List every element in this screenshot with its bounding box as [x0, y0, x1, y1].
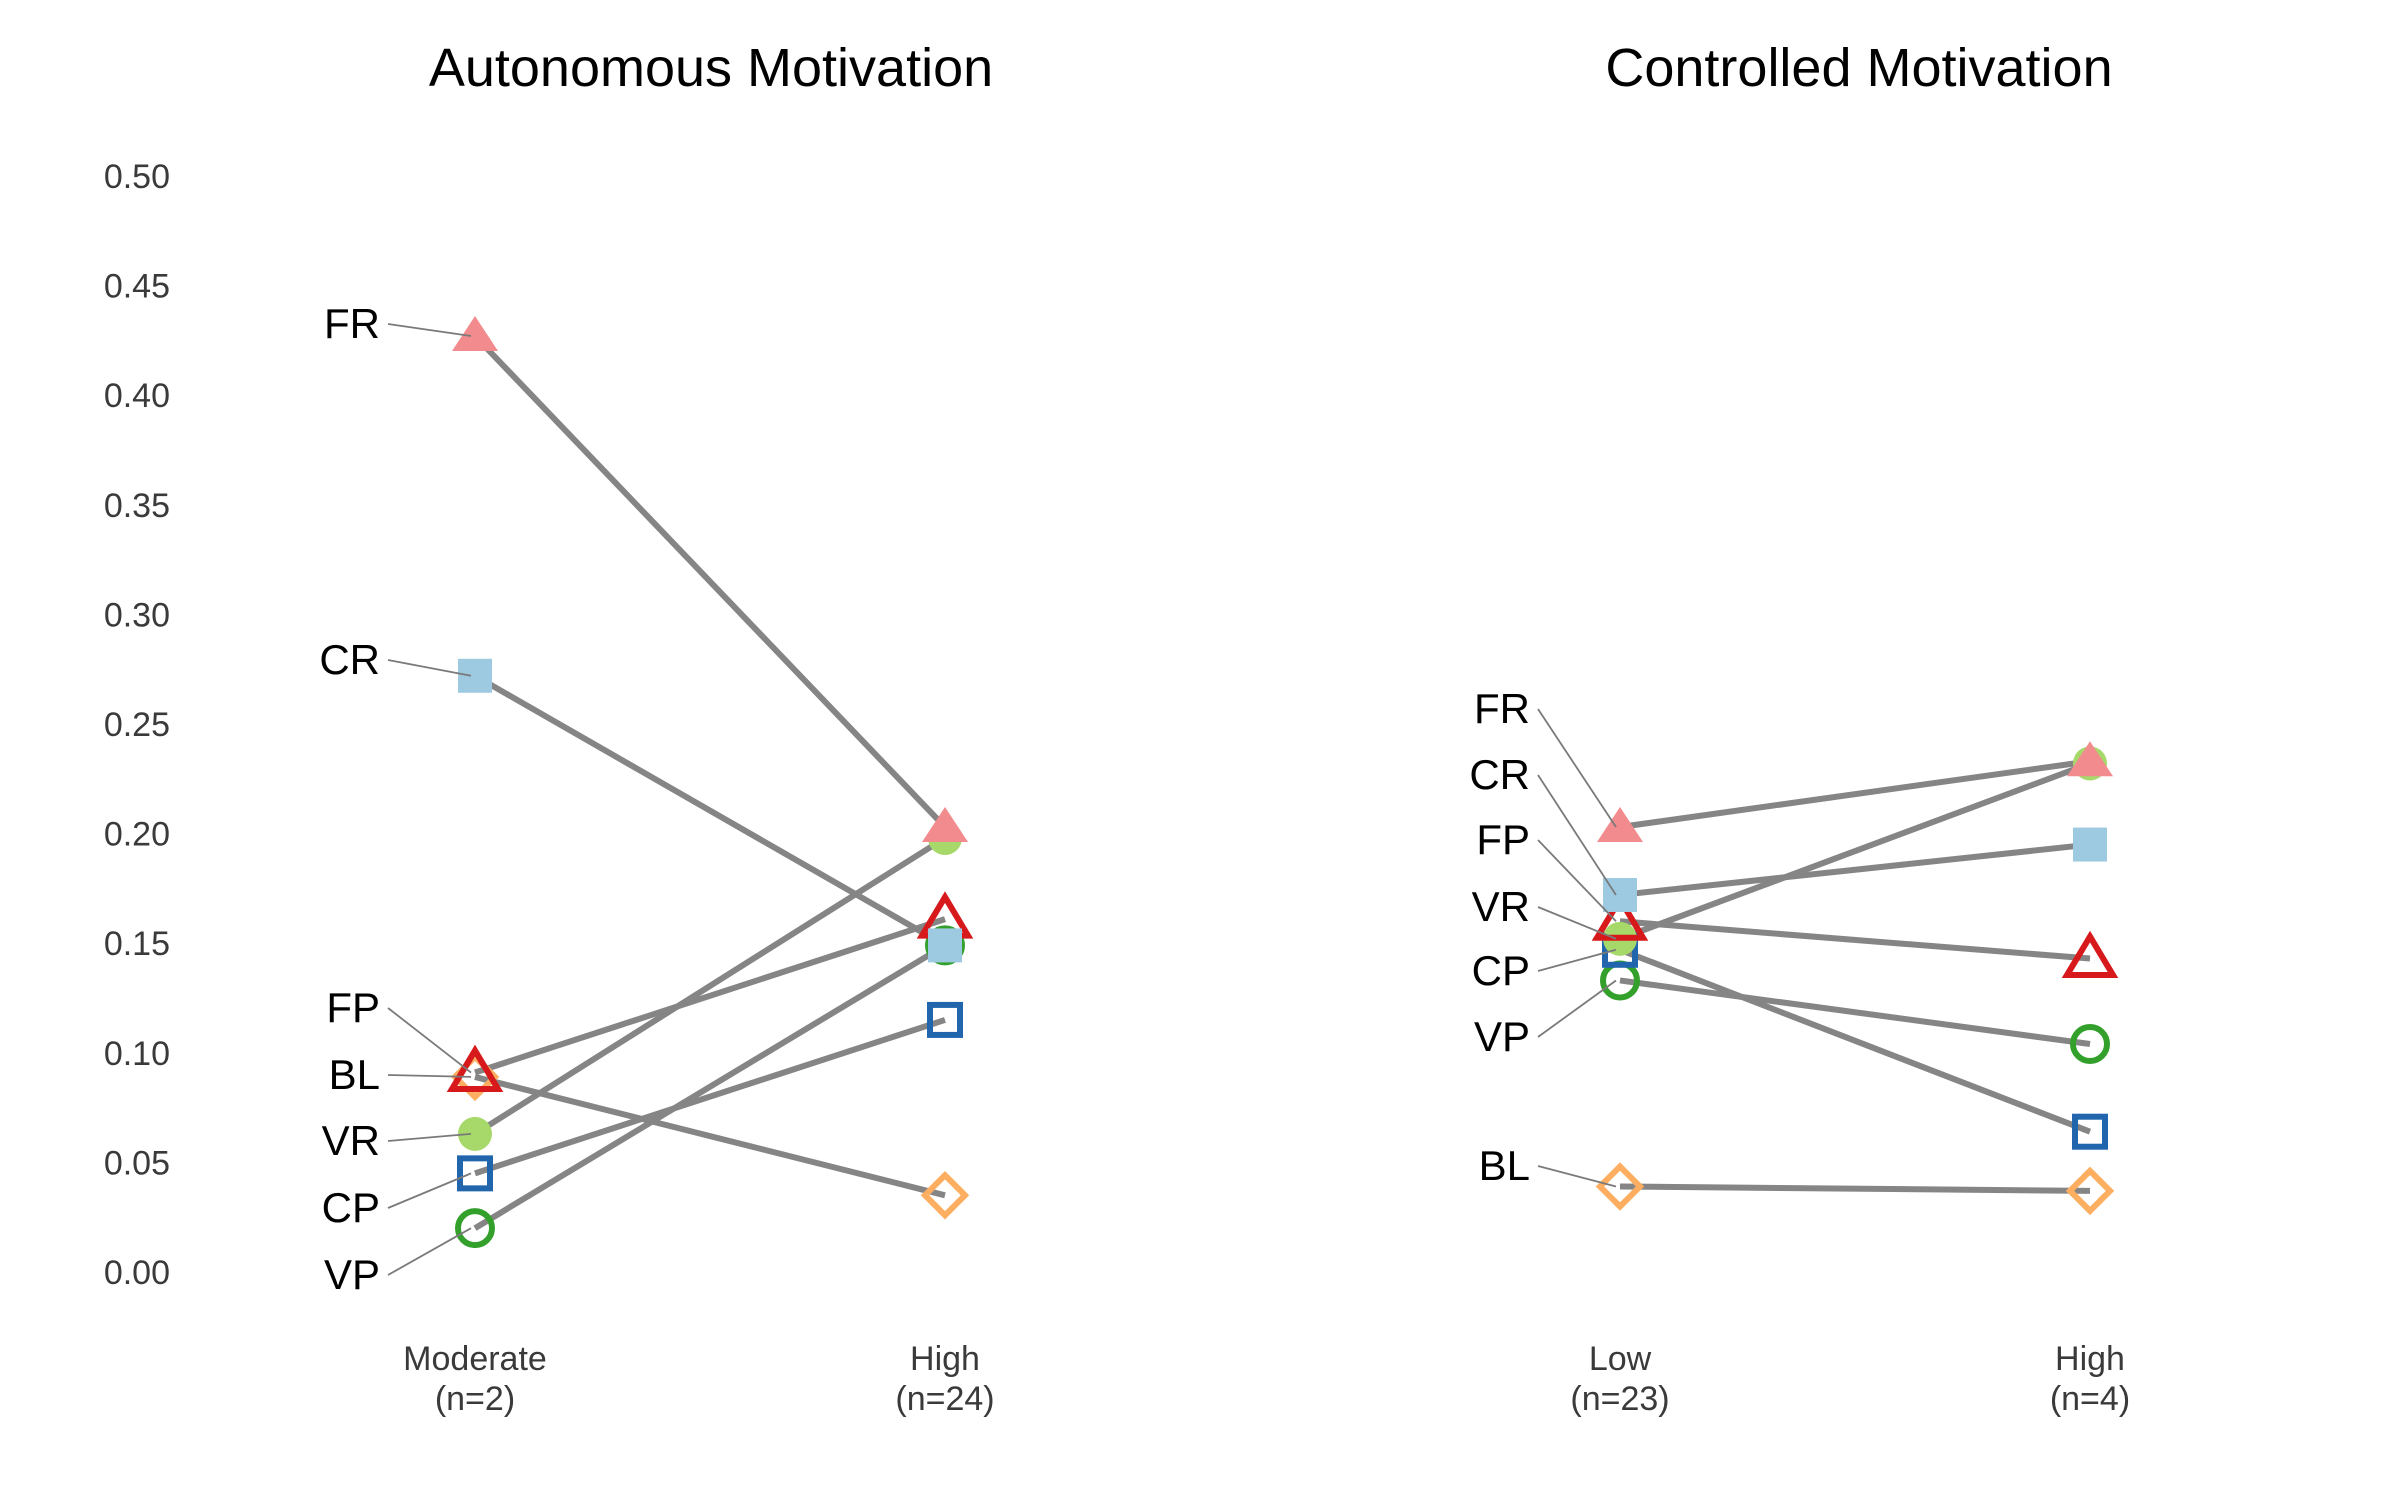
- point-cr-2: [928, 928, 962, 963]
- point-cr-1: [458, 658, 492, 693]
- panel-title: Autonomous Motivation: [429, 38, 993, 98]
- series-line-vr: [473, 835, 947, 1137]
- label-leader-cr: [387, 659, 472, 677]
- point-bl-2: [920, 1171, 970, 1220]
- label-leader-cp: [387, 1172, 472, 1209]
- label-leader-vr: [387, 1133, 472, 1142]
- panel-2: Controlled Motivation Low (n=23) High (n=4) F…: [1469, 38, 2130, 1418]
- series-line-fr: [472, 333, 948, 830]
- y-tick-label: 0.05: [104, 1144, 170, 1182]
- series-line-vp: [473, 942, 947, 1231]
- point-bl-2: [2065, 1166, 2115, 1216]
- series-markers: [446, 316, 974, 1249]
- point-cp-1: [457, 1155, 493, 1192]
- series-label-bl: BL: [329, 1051, 380, 1098]
- label-leader-fp: [1537, 839, 1617, 922]
- y-tick-label: 0.40: [104, 377, 170, 415]
- series-line-fp: [1619, 918, 2091, 962]
- y-tick-label: 0.00: [104, 1254, 170, 1292]
- label-leader-cp: [1537, 948, 1617, 972]
- series-label-cr: CR: [319, 636, 380, 683]
- series-line-cr: [473, 673, 947, 948]
- label-leader-cr: [1537, 774, 1617, 896]
- series-markers: [1591, 741, 2119, 1216]
- label-leader-vp: [1537, 979, 1617, 1038]
- series-labels: FR CR FP VR CP VP BL: [1469, 685, 1617, 1189]
- x-tick-label: Low (n=23): [1570, 1340, 1669, 1418]
- series-labels: FR CR FP BL VR CP VP: [319, 300, 472, 1298]
- point-fp-2: [2061, 930, 2119, 979]
- series-label-fp: FP: [1476, 816, 1530, 863]
- series-label-cp: CP: [322, 1184, 380, 1231]
- series-label-bl: BL: [1479, 1142, 1530, 1189]
- series-line-cr: [1619, 841, 2091, 898]
- point-vr-1: [458, 1116, 492, 1151]
- y-tick-label: 0.10: [104, 1035, 170, 1073]
- panel-title: Controlled Motivation: [1605, 38, 2112, 98]
- series-line-fp: [474, 916, 946, 1076]
- series-line-vp: [1619, 977, 2091, 1048]
- x-tick-label: Moderate (n=2): [403, 1340, 547, 1418]
- y-tick-label: 0.20: [104, 816, 170, 854]
- x-tick-label: High (n=4): [2050, 1340, 2130, 1418]
- point-fr-1: [452, 316, 498, 352]
- label-leader-bl: [387, 1074, 472, 1078]
- y-tick-label: 0.25: [104, 706, 170, 744]
- y-tick-label: 0.30: [104, 596, 170, 634]
- y-tick-label: 0.50: [104, 158, 170, 196]
- series-label-vr: VR: [322, 1117, 380, 1164]
- label-leader-fr: [1537, 708, 1617, 828]
- series-line-bl: [474, 1074, 946, 1199]
- series-label-cr: CR: [1469, 751, 1530, 798]
- series-lines: [1618, 758, 2092, 1194]
- point-fr-2: [2067, 741, 2113, 777]
- series-label-cp: CP: [1472, 947, 1530, 994]
- point-fp-1: [446, 1044, 504, 1093]
- label-leader-bl: [1537, 1165, 1617, 1188]
- label-leader-fp: [387, 1007, 472, 1074]
- point-fr-1: [1597, 807, 1643, 843]
- y-axis: 0.00 0.05 0.10 0.15 0.20 0.25 0.30 0.35 0.40 0.45…: [104, 158, 170, 1292]
- point-cp-2: [927, 1001, 963, 1038]
- point-vp-1: [455, 1208, 495, 1249]
- series-label-fr: FR: [324, 300, 380, 347]
- y-tick-label: 0.15: [104, 925, 170, 963]
- series-label-vp: VP: [324, 1251, 380, 1298]
- series-line-cp: [1618, 946, 2092, 1135]
- label-leader-vr: [1537, 906, 1617, 940]
- point-fr-2: [922, 807, 968, 843]
- point-cp-2: [2072, 1113, 2108, 1150]
- label-leader-fr: [387, 323, 472, 337]
- series-line-vr: [1618, 760, 2092, 942]
- series-line-bl: [1619, 1183, 2091, 1194]
- series-line-fr: [1619, 758, 2091, 830]
- panel-1: Autonomous Motivation Moderate (n=2) High (n…: [319, 38, 994, 1418]
- series-label-fr: FR: [1474, 685, 1530, 732]
- point-fp-1: [1591, 893, 1649, 941]
- x-tick-label: High (n=24): [895, 1340, 994, 1418]
- series-lines: [472, 333, 948, 1231]
- y-tick-label: 0.45: [104, 268, 170, 306]
- point-vp-2: [2070, 1024, 2110, 1065]
- point-cr-2: [2073, 827, 2107, 862]
- series-label-fp: FP: [326, 984, 380, 1031]
- y-tick-label: 0.35: [104, 487, 170, 525]
- series-label-vp: VP: [1474, 1013, 1530, 1060]
- series-line-cp: [474, 1017, 946, 1177]
- point-bl-1: [1595, 1162, 1645, 1211]
- series-label-vr: VR: [1472, 883, 1530, 930]
- label-leader-vp: [387, 1227, 472, 1276]
